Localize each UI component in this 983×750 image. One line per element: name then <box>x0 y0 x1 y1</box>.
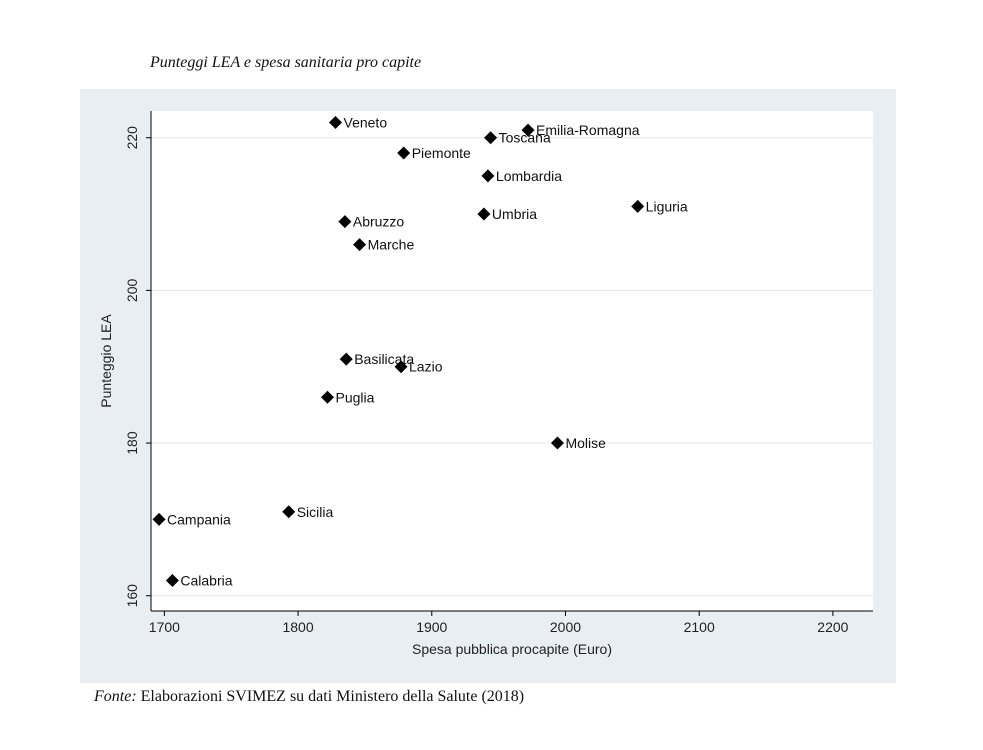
scatter-point <box>484 131 498 145</box>
point-label: Abruzzo <box>353 214 405 230</box>
point-label: Marche <box>368 237 415 253</box>
tick-labels: 1700 1800 1900 2000 2100 2200 160 180 200 220 <box>124 126 849 635</box>
axes <box>146 111 873 616</box>
point-label: Campania <box>167 511 231 527</box>
chart-area: 1700 1800 1900 2000 2100 2200 160 180 200 220 Ven… <box>80 89 896 683</box>
point-label: Veneto <box>344 114 388 130</box>
scatter-point <box>329 115 343 129</box>
scatter-point <box>521 123 535 137</box>
point-label: Lombardia <box>496 168 562 184</box>
x-axis-label: Spesa pubblica procapite (Euro) <box>412 641 612 657</box>
point-label: Piemonte <box>412 145 471 161</box>
scatter-point <box>320 390 334 404</box>
point-label: Umbria <box>492 206 537 222</box>
x-tick-label: 1900 <box>416 619 447 635</box>
y-tick-label: 220 <box>124 126 140 150</box>
scatter-point <box>481 169 495 183</box>
scatter-point <box>477 207 491 221</box>
point-label: Molise <box>565 435 606 451</box>
scatter-point <box>397 146 411 160</box>
scatter-chart: 1700 1800 1900 2000 2100 2200 160 180 200 220 Ven… <box>98 111 873 657</box>
y-tick-label: 160 <box>124 584 140 608</box>
scatter-point <box>339 352 353 366</box>
point-label: Toscana <box>499 130 551 146</box>
point-label: Liguria <box>646 198 688 214</box>
scatter-point <box>282 505 296 519</box>
scatter-point <box>550 436 564 450</box>
source-text: Elaborazioni SVIMEZ su dati Ministero de… <box>140 688 525 705</box>
x-tick-label: 2200 <box>817 619 848 635</box>
scatter-point <box>165 573 179 587</box>
y-axis-label: Punteggio LEA <box>98 314 114 408</box>
point-label: Puglia <box>335 389 374 405</box>
scatter-point <box>338 215 352 229</box>
figure-title: Punteggi LEA e spesa sanitaria pro capit… <box>150 54 422 71</box>
plot-region <box>151 111 873 611</box>
y-tick-label: 200 <box>124 278 140 302</box>
scatter-point <box>353 238 367 252</box>
x-tick-label: 1800 <box>282 619 313 635</box>
scatter-point <box>152 512 166 526</box>
scatter-point <box>631 199 645 213</box>
y-tick-label: 180 <box>124 431 140 455</box>
point-label: Sicilia <box>297 504 334 520</box>
point-label: Emilia-Romagna <box>536 122 640 138</box>
grid-lines <box>151 137 873 597</box>
point-label: Lazio <box>409 359 443 375</box>
source-label: Fonte: <box>94 688 137 705</box>
point-label: Calabria <box>180 572 232 588</box>
source-note: Fonte: Elaborazioni SVIMEZ su dati Minis… <box>94 688 524 706</box>
x-tick-label: 2100 <box>684 619 715 635</box>
x-tick-label: 2000 <box>550 619 581 635</box>
x-tick-label: 1700 <box>149 619 180 635</box>
scatter-point <box>394 360 408 374</box>
